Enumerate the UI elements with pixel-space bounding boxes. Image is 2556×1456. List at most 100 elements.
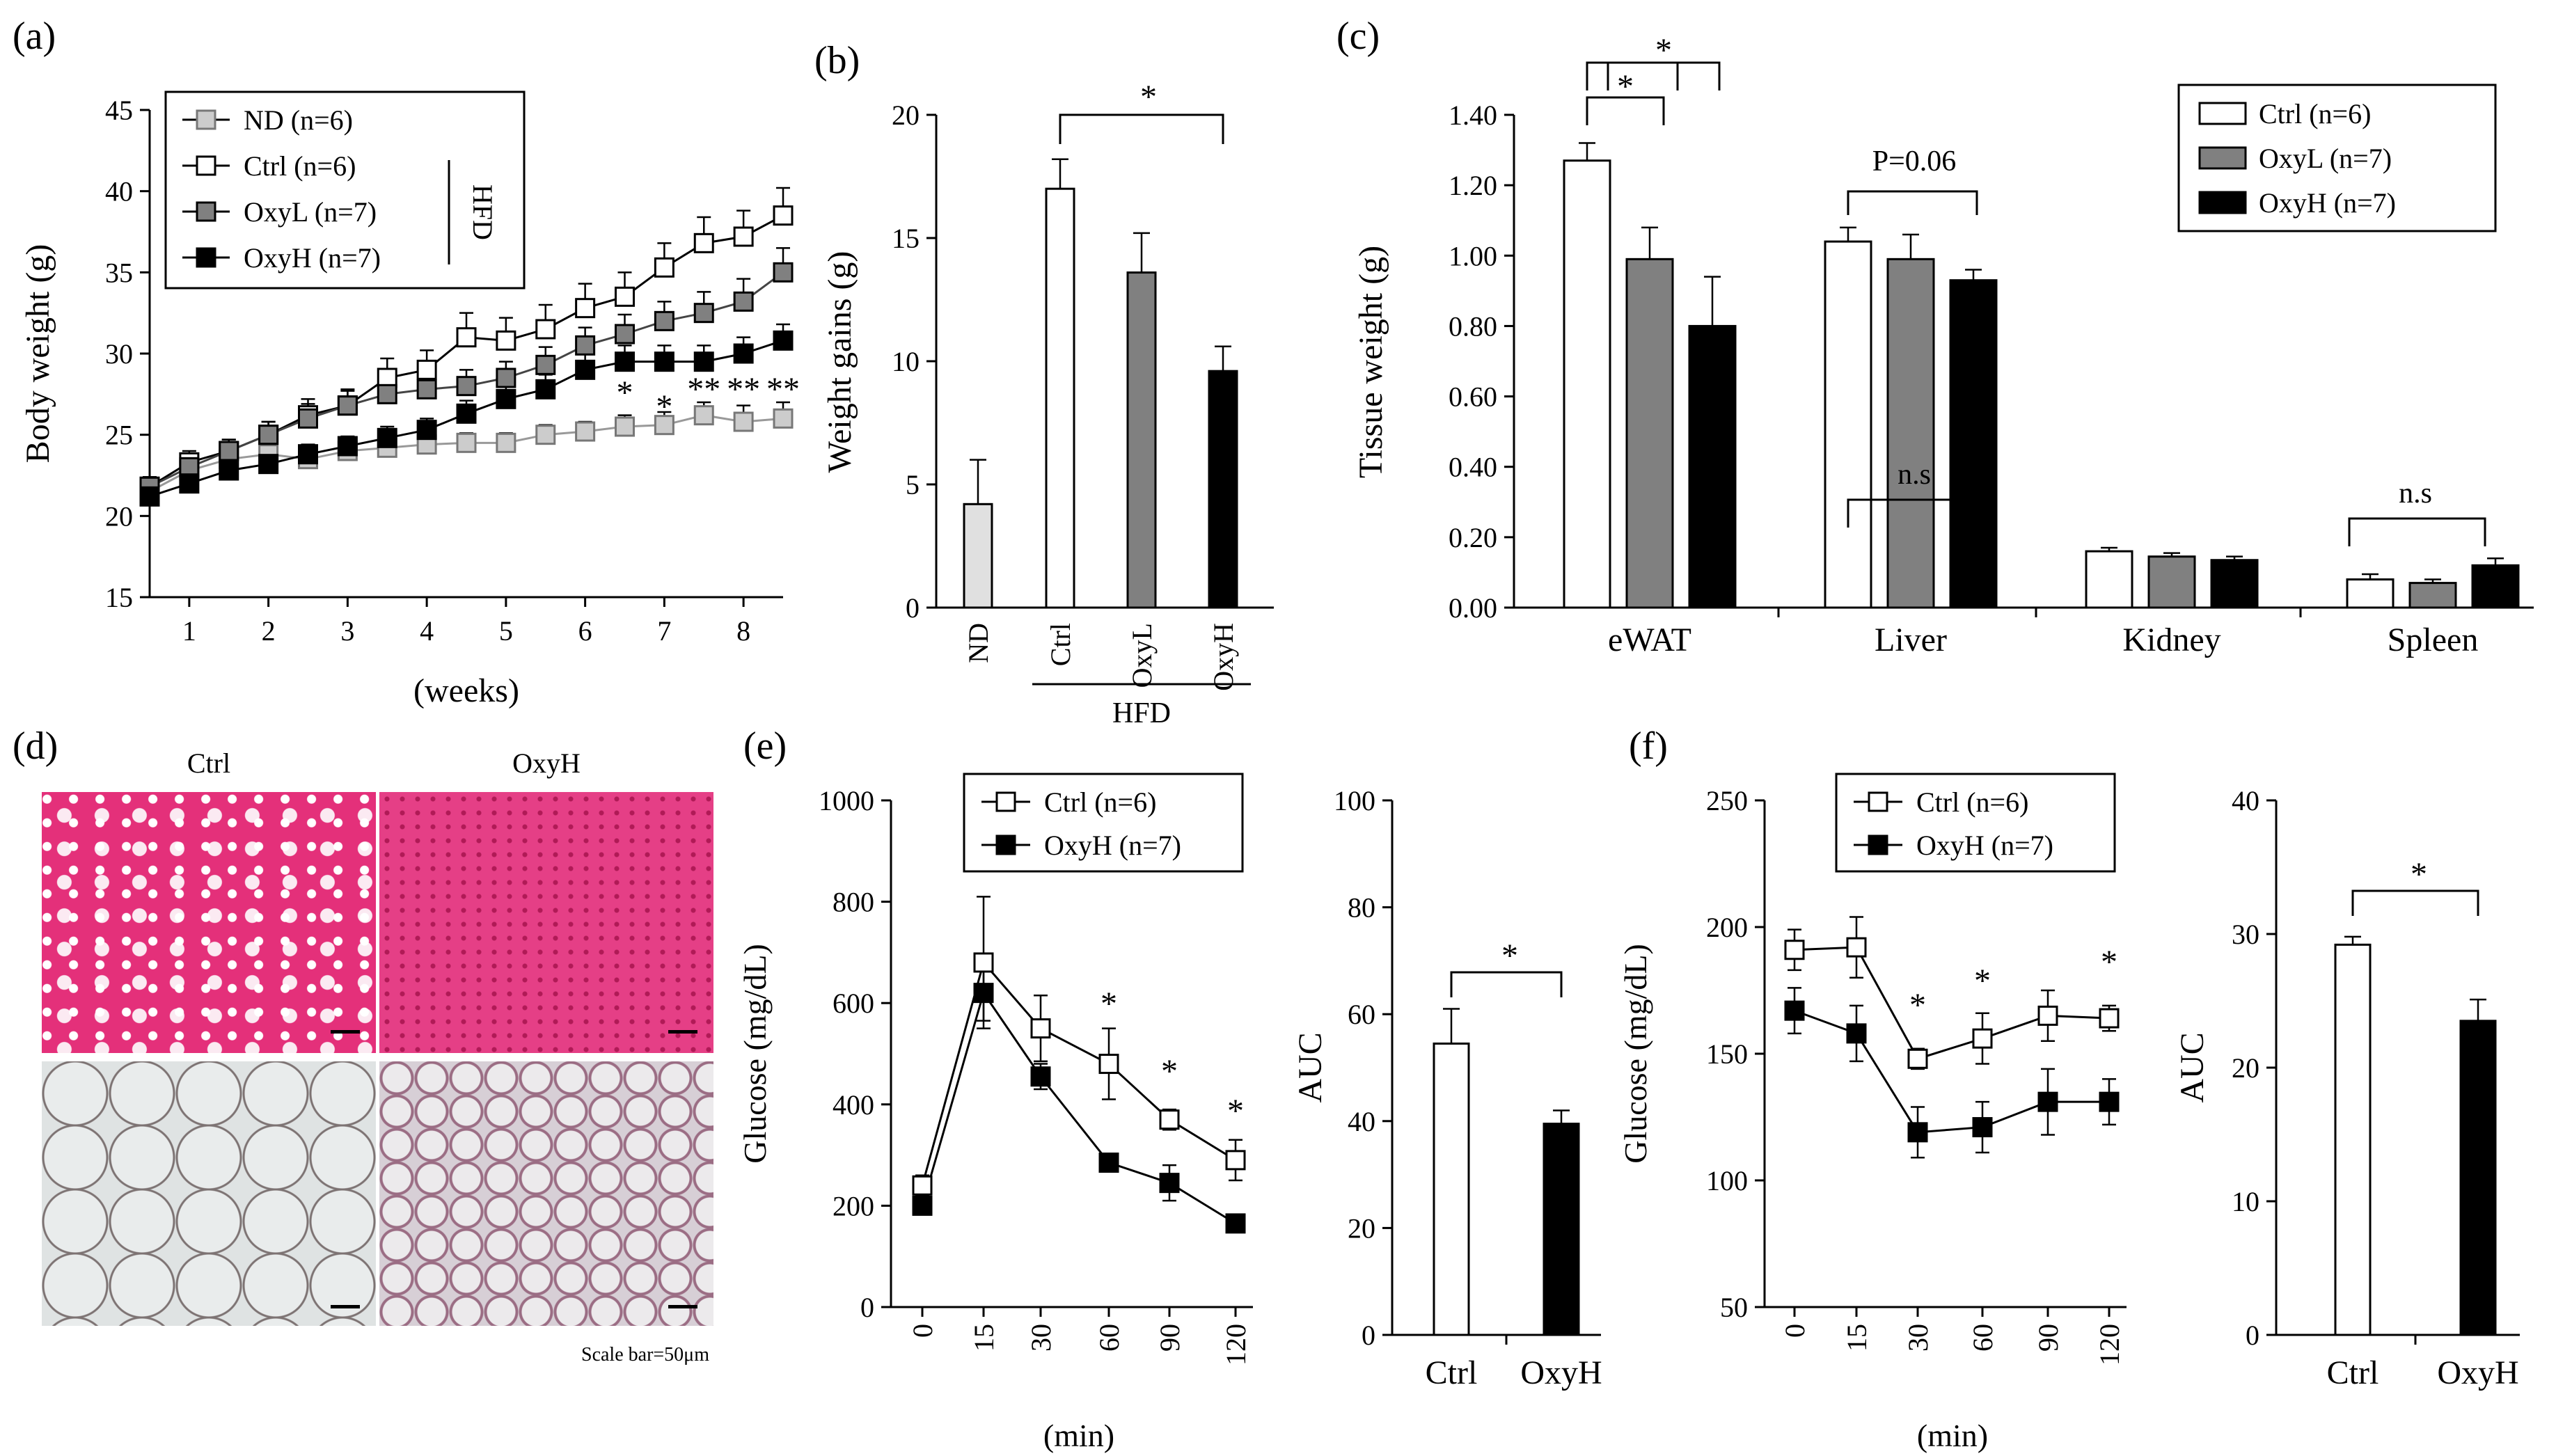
data-point — [693, 405, 714, 426]
significance-mark: * — [2101, 944, 2117, 981]
significance-bracket — [1586, 96, 1665, 125]
data-point — [575, 335, 596, 356]
y-tick-label: 20 — [2232, 1052, 2259, 1084]
data-point — [456, 403, 477, 424]
x-tick-label: 7 — [657, 615, 671, 647]
data-point — [1784, 1000, 1805, 1021]
data-point — [575, 359, 596, 380]
x-tick-label: 60 — [1967, 1324, 1998, 1352]
y-axis-label: Weight gains (g) — [821, 251, 858, 473]
data-point — [1784, 940, 1805, 960]
legend-entry: Ctrl (n=6) — [1916, 786, 2028, 818]
data-point — [377, 383, 397, 404]
legend-group-label: HFD — [467, 184, 498, 240]
y-tick-label: 5 — [906, 469, 920, 500]
significance-mark: * — [2411, 856, 2427, 893]
bar — [1126, 271, 1157, 609]
y-tick-label: 0.20 — [1449, 522, 1497, 553]
data-point — [615, 416, 635, 437]
bar — [2210, 559, 2259, 609]
significance-annotation: n.s — [1898, 459, 1931, 491]
data-point — [733, 226, 754, 247]
legend-entry: OxyH (n=7) — [1044, 830, 1181, 861]
legend-entry: ND (n=6) — [244, 104, 353, 136]
data-point — [496, 330, 516, 351]
significance-mark: ** — [687, 371, 720, 408]
x-tick-label: OxyL — [1126, 623, 1158, 688]
legend-entry: Ctrl (n=6) — [244, 150, 356, 182]
x-tick-label: 2 — [262, 615, 276, 647]
y-tick-label: 45 — [105, 95, 133, 126]
y-tick-label: 100 — [1334, 785, 1375, 816]
x-tick-label: 3 — [340, 615, 354, 647]
y-tick-label: 600 — [833, 988, 874, 1019]
bar — [2346, 578, 2395, 609]
x-tick-label: 5 — [499, 615, 513, 647]
data-point — [298, 444, 318, 465]
data-point — [2099, 1008, 2120, 1029]
data-point — [773, 205, 794, 226]
bar — [2459, 1020, 2497, 1336]
y-tick-label: 200 — [1706, 912, 1748, 943]
data-point — [298, 408, 318, 429]
x-tick-label: OxyH — [2437, 1354, 2518, 1391]
data-point — [535, 319, 556, 340]
legend-entry: OxyH (n=7) — [244, 242, 381, 274]
y-tick-label: 60 — [1348, 999, 1375, 1030]
data-point — [1030, 1018, 1051, 1039]
data-point — [912, 1195, 933, 1216]
data-point — [615, 286, 635, 307]
series-line — [1794, 1009, 2109, 1134]
data-point — [575, 421, 596, 442]
significance-bracket — [1847, 190, 1978, 215]
data-point — [139, 486, 160, 507]
x-tick-label: Liver — [1875, 622, 1947, 658]
significance-mark: * — [1100, 986, 1117, 1022]
data-point — [575, 298, 596, 319]
data-point — [912, 1175, 933, 1196]
data-point — [535, 425, 556, 445]
legend-marker — [1868, 834, 1888, 855]
series-line — [921, 990, 1236, 1225]
panel-e-label: (e) — [743, 725, 787, 768]
legend-entry: OxyL (n=7) — [244, 196, 377, 228]
x-tick-label: OxyH — [1520, 1354, 1602, 1391]
data-point — [337, 436, 358, 457]
y-tick-label: 40 — [105, 176, 133, 207]
y-axis-label: AUC — [1292, 1032, 1329, 1102]
significance-bracket — [1059, 113, 1224, 144]
significance-mark: * — [1227, 1093, 1244, 1130]
legend-box — [164, 90, 526, 290]
bar — [1949, 279, 1998, 609]
x-tick-label: 120 — [2094, 1324, 2125, 1366]
bar — [1625, 258, 1674, 609]
significance-mark: * — [1909, 987, 1926, 1024]
bar — [1824, 240, 1872, 609]
panel-f-label: (f) — [1629, 725, 1668, 768]
x-tick-label: 15 — [1841, 1324, 1872, 1352]
data-point — [1225, 1150, 1246, 1171]
data-point — [654, 310, 674, 331]
y-tick-label: 0.60 — [1449, 381, 1497, 413]
data-point — [693, 303, 714, 324]
panel-b-label: (b) — [814, 39, 860, 82]
histology-adipose-oxyh — [379, 1061, 713, 1326]
legend-marker — [995, 791, 1016, 812]
data-point — [1098, 1054, 1119, 1075]
y-tick-label: 20 — [1348, 1212, 1375, 1244]
significance-annotation: n.s — [2399, 477, 2432, 509]
y-axis-label: Body weight (g) — [19, 244, 56, 464]
legend-entry: Ctrl (n=6) — [1044, 786, 1156, 818]
data-point — [416, 420, 437, 441]
y-tick-label: 25 — [105, 420, 133, 451]
data-point — [693, 232, 714, 253]
bar — [1886, 258, 1935, 609]
data-point — [973, 952, 994, 973]
legend-marker — [196, 201, 216, 222]
x-axis-label: (weeks) — [413, 672, 519, 709]
data-point — [773, 330, 794, 351]
y-tick-label: 1.00 — [1449, 240, 1497, 271]
data-point — [1846, 937, 1867, 958]
data-point — [654, 415, 674, 436]
panel-d-label: (d) — [13, 725, 58, 768]
